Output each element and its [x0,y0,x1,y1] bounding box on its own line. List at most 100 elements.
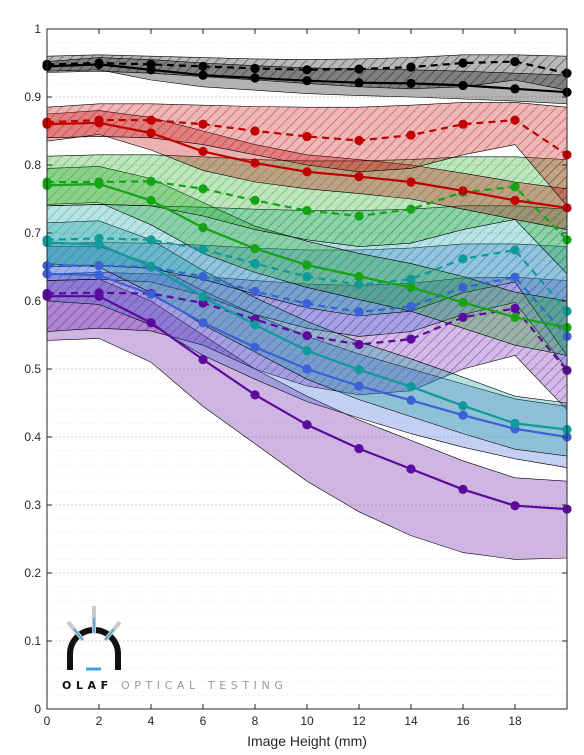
dashed-series-point [302,299,312,309]
dashed-series-point [458,254,468,264]
dashed-series-point [406,301,416,312]
dashed-series-point [198,271,208,282]
dashed-series-point [510,303,520,314]
dashed-series-point [198,184,208,194]
x-tick-label: 12 [352,714,366,728]
dashed-series-point [94,58,104,68]
solid-series-point [94,270,104,280]
solid-series-point [406,382,416,392]
solid-series-point [250,320,260,330]
solid-series-point [510,84,520,94]
solid-series-point [458,297,468,307]
dashed-series-point [250,286,260,297]
solid-series-point [354,365,364,375]
dashed-series-point [250,63,260,74]
dashed-series-point [198,119,208,129]
solid-series-point [302,167,312,177]
solid-series-point [354,271,364,282]
dashed-series-point [458,312,468,322]
dashed-series-point [510,182,520,192]
solid-series-point [146,289,156,299]
solid-series-point [146,261,156,271]
dashed-series-point [198,244,208,254]
solid-series-point [146,195,156,205]
solid-series-point [302,346,312,356]
dashed-series-point [94,115,104,125]
y-tick-label: 0.9 [24,90,41,104]
y-tick-label: 0.6 [24,294,41,308]
y-tick-label: 0.3 [24,498,41,512]
y-tick-label: 0.1 [24,634,41,648]
y-tick-label: 0.7 [24,226,41,240]
solid-series-point [510,312,520,322]
solid-series-point [302,420,312,430]
solid-series-point [250,73,260,83]
solid-series-point [250,158,260,168]
solid-series-point [458,410,468,420]
solid-series-point [510,418,520,428]
y-tick-label: 0.5 [24,362,41,376]
solid-series-point [354,171,364,182]
x-tick-label: 18 [508,714,522,728]
dashed-series-point [250,259,260,269]
dashed-series-point [510,115,520,125]
solid-series-point [198,222,208,233]
solid-series-point [198,146,208,156]
logo-ray-right-accent-icon [104,628,115,641]
dashed-series-point [146,115,156,125]
dashed-series-point [406,204,416,214]
solid-series-point [458,484,468,494]
y-tick-label: 0.2 [24,566,41,580]
solid-series-point [302,76,312,86]
solid-series-point [354,381,364,391]
x-tick-label: 4 [148,714,155,728]
x-tick-label: 0 [44,714,51,728]
dashed-series-point [146,176,156,186]
dashed-series-point [406,130,416,140]
solid-series-point [198,354,208,365]
dashed-series-point [198,61,208,71]
solid-series-point [198,292,208,302]
dashed-series-line [46,60,568,75]
dashed-series-point [302,131,312,142]
solid-series-point [302,364,312,374]
x-axis-label: Image Height (mm) [247,733,367,749]
x-tick-label: 6 [200,714,207,728]
dashed-series-point [302,331,312,341]
dashed-series-point [458,119,468,129]
dashed-series-point [146,235,156,245]
solid-series-point [354,78,364,88]
dashed-series-point [146,59,156,69]
series-markers [42,57,572,514]
solid-series-point [406,282,416,292]
dashed-series-point [354,135,364,146]
dashed-series-point [302,205,312,216]
solid-series-point [250,342,260,352]
dashed-series-point [458,58,468,68]
dashed-series-point [94,177,104,187]
y-tick-label: 1 [34,22,41,36]
dashed-series-point [302,65,312,75]
solid-series-point [510,501,520,511]
y-tick-label: 0.4 [24,430,41,444]
dashed-series-point [510,245,520,255]
dashed-series-point [510,57,520,67]
dashed-series-point [354,211,364,221]
dashed-series-point [94,261,104,271]
x-tick-label: 14 [404,714,418,728]
dashed-series-line [47,180,568,241]
solid-series-point [198,70,208,80]
dashed-series-point [94,288,104,298]
x-tick-label: 8 [252,714,259,728]
dashed-series-point [302,271,312,282]
dashed-series-point [406,334,416,344]
dashed-series-point [406,62,416,72]
logo-tagline-text: OPTICAL TESTING [121,679,287,692]
solid-series-point [406,464,416,474]
dashed-series-point [250,126,260,136]
solid-series-point [250,244,260,254]
solid-series-point [250,390,260,400]
y-tick-label: 0 [34,702,41,716]
dashed-series-point [458,282,468,292]
